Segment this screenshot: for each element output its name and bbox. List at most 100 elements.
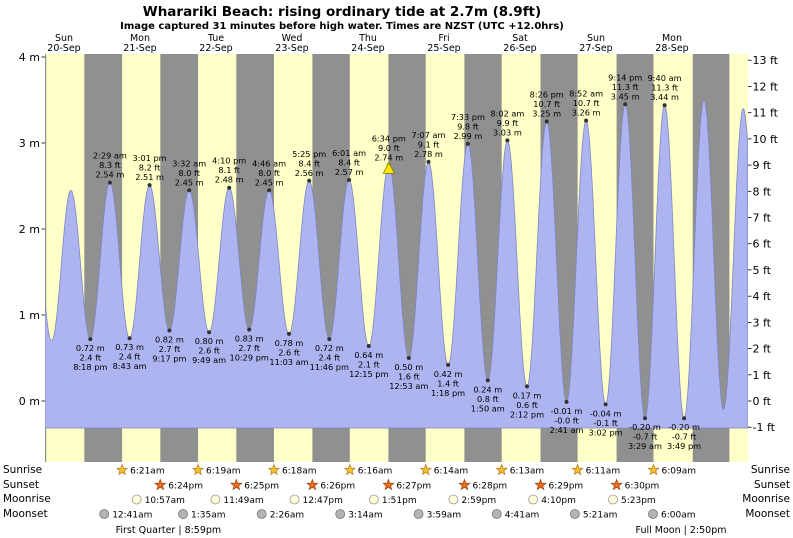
y-axis-right-tick-label: 12 ft — [753, 80, 779, 93]
page-title: Wharariki Beach: rising ordinary tide at… — [142, 4, 542, 20]
tide-high-label-line: 9.0 ft — [378, 143, 400, 153]
tide-high-label-line: 9.1 ft — [418, 139, 440, 149]
tide-point-dot — [147, 183, 152, 188]
y-axis-left-tick-label: 0 m — [19, 395, 40, 408]
tide-high-label-line: 4:10 pm — [212, 156, 246, 166]
tide-point-dot — [584, 118, 589, 123]
moonset-time: 1:35am — [191, 511, 226, 521]
tide-high-label-line: 2.74 m — [374, 152, 403, 162]
sunrise-icon — [115, 463, 129, 476]
day-label-date: 27-Sep — [579, 43, 612, 54]
tide-low-label-line: 9:17 pm — [152, 354, 186, 364]
tide-high-label-line: 6:34 pm — [372, 133, 406, 143]
tide-high-label-line: 2:29 am — [93, 151, 127, 161]
sunrise-time: 6:16am — [358, 467, 393, 477]
day-label-dow: Mon — [662, 33, 682, 44]
tide-point-dot — [406, 356, 411, 360]
sunset-time: 6:26pm — [320, 482, 355, 492]
tide-high-label-line: 2.78 m — [414, 149, 443, 159]
moonrise-time: 12:47pm — [303, 496, 343, 506]
day-label-dow: Sun — [55, 33, 73, 44]
tide-low-label-line: 2.4 ft — [80, 353, 102, 363]
moonrise-time: 11:49am — [223, 496, 263, 506]
y-axis-right-tick-label: 9 ft — [753, 159, 772, 172]
y-axis-left-tick-label: 3 m — [19, 137, 40, 150]
tide-point-dot — [505, 138, 510, 143]
sunrise-row-label-right: Sunrise — [750, 464, 790, 476]
tide-high-label-line: 4:46 am — [252, 158, 286, 168]
tide-low-label-line: -0.04 m — [590, 408, 622, 418]
moonrise-time: 10:57am — [145, 496, 185, 506]
tide-low-label-line: 3:29 am — [628, 441, 662, 451]
sunset-icon — [534, 478, 547, 491]
moonrise-time: 4:10pm — [541, 496, 576, 506]
page-subtitle: Image captured 31 minutes before high wa… — [120, 21, 564, 32]
day-label-date: 28-Sep — [655, 43, 688, 54]
sunset-time: 6:28pm — [473, 482, 508, 492]
tide-high-label-line: 8.2 ft — [139, 163, 161, 173]
tide-high-label-line: 8.0 ft — [178, 168, 200, 178]
tide-high-label-line: 2.99 m — [453, 131, 482, 141]
tide-low-label-line: 0.72 m — [315, 343, 344, 353]
sunrise-icon — [647, 463, 660, 476]
tide-point-dot — [366, 344, 371, 348]
y-axis-left-tick-label: 1 m — [19, 309, 40, 322]
tide-curve — [45, 99, 748, 429]
moonrise-icon — [608, 494, 618, 505]
tide-point-dot — [247, 327, 252, 332]
tide-point-dot — [525, 384, 529, 389]
tide-high-label-line: 8:02 am — [490, 108, 524, 118]
sunset-time: 6:24pm — [168, 482, 203, 492]
tide-low-label-line: 1:18 pm — [431, 388, 465, 398]
tide-low-label-line: 1.4 ft — [437, 378, 459, 388]
tide-low-label-line: 1.6 ft — [398, 372, 420, 382]
y-axis-right-tick-label: 0 ft — [753, 395, 772, 408]
moonrise-time: 2:59pm — [461, 496, 496, 506]
sunrise-icon — [571, 463, 584, 476]
sunrise-time: 6:21am — [130, 467, 165, 477]
y-axis-left-tick-label: 2 m — [19, 223, 40, 236]
tide-low-label-line: 3:49 pm — [667, 441, 701, 451]
tide-low-label-line: 11:46 pm — [310, 362, 349, 372]
tide-low-label-line: 12:53 am — [389, 381, 428, 391]
tide-low-label-line: 0.42 m — [434, 369, 463, 379]
sunrise-time: 6:14am — [434, 467, 469, 477]
tide-high-label-line: 3.03 m — [493, 127, 522, 137]
day-label-date: 22-Sep — [199, 43, 232, 54]
tide-high-label-line: 3.45 m — [611, 91, 640, 101]
moonset-time: 3:59am — [427, 511, 462, 521]
day-label-date: 21-Sep — [123, 43, 156, 54]
sunset-icon — [154, 478, 167, 491]
tide-low-label-line: -0.20 m — [668, 422, 700, 432]
moonrise-row-label-right: Moonrise — [742, 493, 790, 505]
tide-high-label-line: 8:52 am — [569, 89, 603, 99]
day-label-dow: Fri — [438, 33, 449, 44]
tide-high-label-line: 2.48 m — [215, 175, 244, 185]
tide-high-label-line: 8.4 ft — [338, 158, 360, 168]
moonrise-icon — [528, 494, 539, 505]
day-label-date: 26-Sep — [503, 43, 536, 54]
tide-low-label-line: 0.80 m — [195, 336, 224, 346]
moonset-time: 2:26am — [270, 511, 305, 521]
sunrise-time: 6:18am — [282, 467, 317, 477]
day-label-date: 24-Sep — [351, 43, 384, 54]
moonset-icon — [648, 509, 658, 519]
sunset-row-label-left: Sunset — [3, 479, 40, 491]
day-label-dow: Sun — [587, 33, 605, 44]
tide-low-label-line: 11:03 am — [269, 357, 308, 367]
moonset-time: 12:41am — [112, 511, 152, 521]
tide-point-dot — [267, 188, 272, 193]
sunset-icon — [610, 478, 623, 491]
moonset-icon — [178, 509, 188, 519]
moonrise-icon — [131, 494, 142, 505]
tide-low-label-line: 0.50 m — [394, 362, 423, 372]
moonset-time: 6:00am — [661, 511, 696, 521]
moonrise-icon — [368, 494, 379, 505]
moonset-icon — [570, 509, 580, 519]
y-axis-right-tick-label: 10 ft — [753, 133, 779, 146]
moonset-time: 4:41am — [505, 511, 540, 521]
moonrise-time: 5:23pm — [621, 496, 656, 506]
tide-high-label-line: 2.57 m — [335, 167, 364, 177]
tide-low-label-line: -0.20 m — [629, 422, 661, 432]
